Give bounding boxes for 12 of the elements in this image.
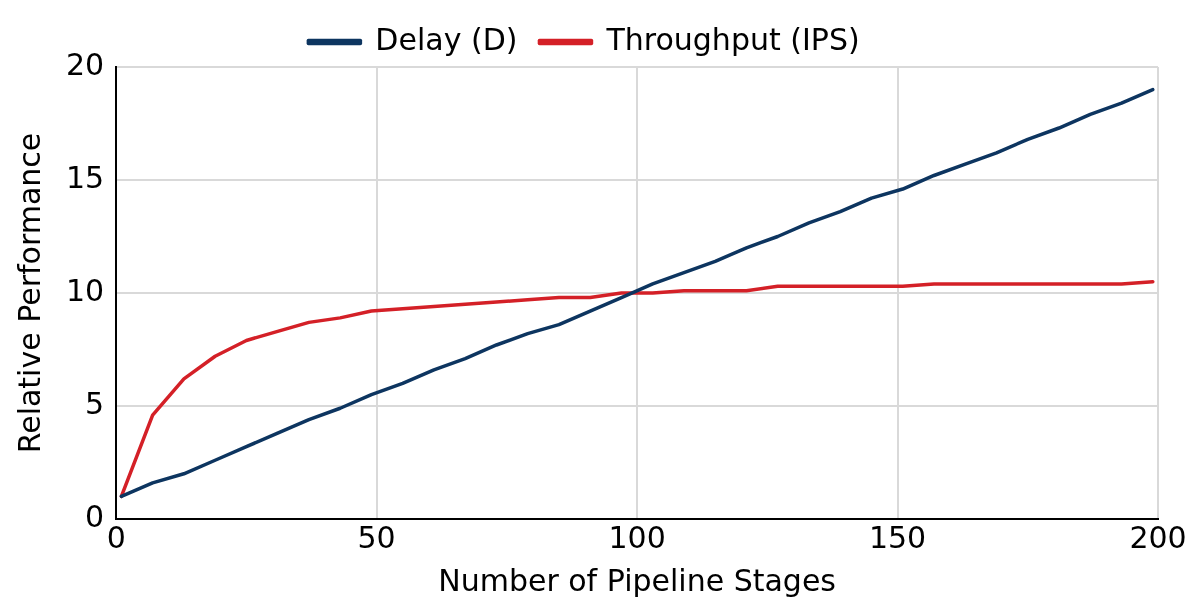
y-tick-label: 15	[65, 159, 105, 195]
legend-label: Throughput (IPS)	[605, 21, 860, 57]
y-tick-label: 5	[85, 385, 105, 421]
x-tick-label: 150	[868, 519, 927, 555]
y-axis-title: Relative Performance	[11, 132, 47, 454]
legend-label: Delay (D)	[375, 21, 518, 57]
y-tick-label: 20	[65, 46, 105, 82]
y-tick-label: 10	[65, 272, 105, 308]
x-tick-label: 200	[1129, 519, 1187, 555]
x-tick-label: 100	[608, 519, 666, 555]
x-tick-label: 50	[357, 519, 396, 555]
x-axis-title: Number of Pipeline Stages	[438, 562, 836, 598]
